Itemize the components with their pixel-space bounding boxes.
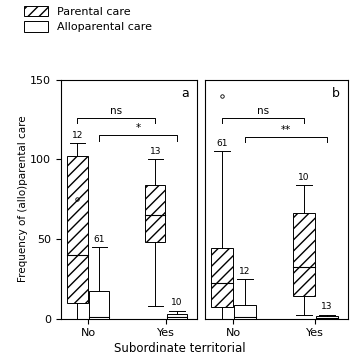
Text: b: b xyxy=(332,87,340,100)
Text: Subordinate territorial: Subordinate territorial xyxy=(114,342,245,355)
Bar xyxy=(167,314,187,319)
Bar xyxy=(211,248,233,307)
Bar xyxy=(67,156,88,303)
Legend: Parental care, Alloparental care: Parental care, Alloparental care xyxy=(23,5,152,32)
Text: 13: 13 xyxy=(150,147,161,156)
Bar xyxy=(316,316,337,319)
Text: 13: 13 xyxy=(321,303,333,311)
Bar xyxy=(145,185,165,242)
Bar xyxy=(89,291,109,319)
Text: 61: 61 xyxy=(216,139,228,148)
Y-axis label: Frequency of (allo)parental care: Frequency of (allo)parental care xyxy=(18,116,28,282)
Text: ns: ns xyxy=(110,106,122,116)
Text: a: a xyxy=(182,87,189,100)
Bar xyxy=(234,305,256,319)
Text: 10: 10 xyxy=(172,299,183,307)
Text: *: * xyxy=(136,123,141,134)
Bar xyxy=(293,214,314,296)
Text: 10: 10 xyxy=(298,173,310,182)
Text: ns: ns xyxy=(257,106,269,116)
Text: **: ** xyxy=(281,125,291,135)
Text: 61: 61 xyxy=(93,235,105,244)
Text: 12: 12 xyxy=(239,267,251,275)
Text: 12: 12 xyxy=(72,131,83,140)
